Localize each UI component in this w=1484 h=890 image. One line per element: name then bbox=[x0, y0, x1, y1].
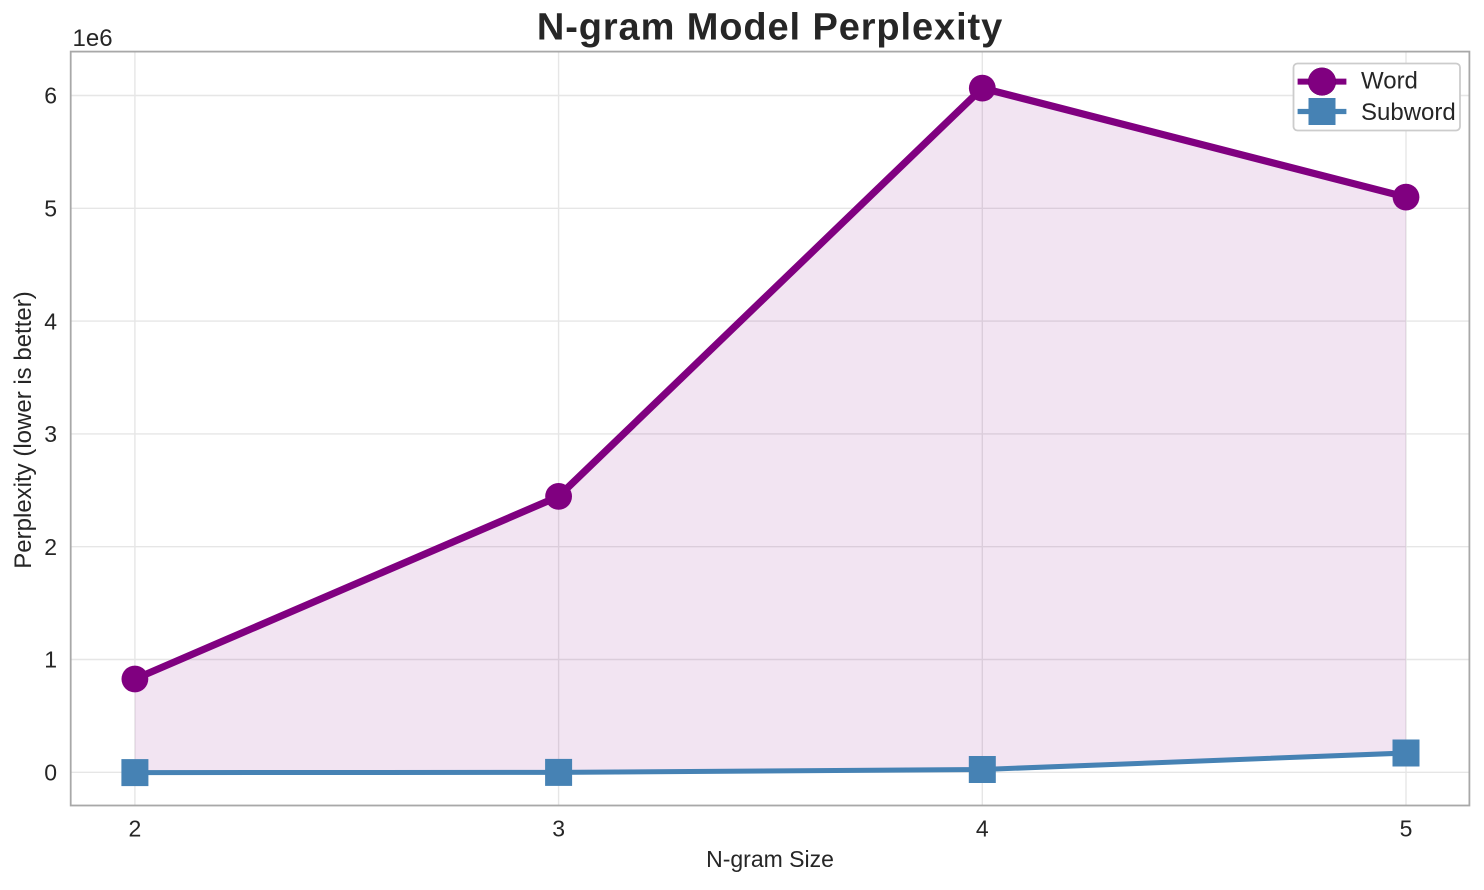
svg-text:4: 4 bbox=[44, 308, 57, 334]
svg-text:3: 3 bbox=[552, 816, 565, 842]
svg-text:2: 2 bbox=[129, 816, 142, 842]
svg-text:1e6: 1e6 bbox=[73, 25, 113, 52]
svg-text:1: 1 bbox=[44, 647, 57, 673]
svg-text:0: 0 bbox=[44, 760, 57, 786]
svg-text:N-gram Model Perplexity: N-gram Model Perplexity bbox=[537, 7, 1003, 49]
svg-text:2: 2 bbox=[44, 534, 57, 560]
svg-text:Subword: Subword bbox=[1361, 99, 1456, 126]
svg-text:Word: Word bbox=[1361, 68, 1418, 95]
svg-text:Perplexity (lower is better): Perplexity (lower is better) bbox=[10, 291, 37, 568]
svg-text:4: 4 bbox=[976, 816, 989, 842]
svg-text:5: 5 bbox=[1400, 816, 1413, 842]
svg-text:5: 5 bbox=[44, 196, 57, 222]
svg-text:N-gram Size: N-gram Size bbox=[706, 846, 834, 872]
svg-text:6: 6 bbox=[44, 83, 57, 109]
svg-text:3: 3 bbox=[44, 421, 57, 447]
